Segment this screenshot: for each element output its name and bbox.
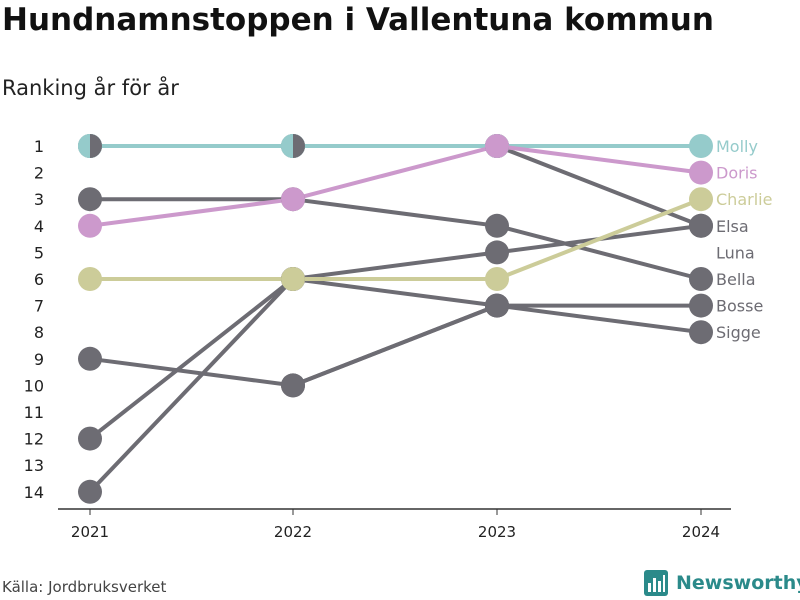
series-line-bella <box>88 197 703 281</box>
markers-layer <box>78 134 713 504</box>
series-end-label: Sigge <box>716 323 761 342</box>
series-line-elsa <box>88 223 703 441</box>
data-point-bosse <box>689 293 713 318</box>
data-point-unlabeled <box>689 213 713 238</box>
y-tick-label: 13 <box>24 456 44 475</box>
series-line-charlie <box>88 197 703 281</box>
labels-layer: Molly Doris Charlie Elsa Luna Bella Bosse Sigge <box>716 137 772 342</box>
lines-layer <box>88 144 703 494</box>
data-point-doris <box>689 160 713 185</box>
data-point-sigge <box>689 320 713 345</box>
y-tick-label: 7 <box>34 297 44 316</box>
y-tick-label: 11 <box>24 403 44 422</box>
data-point-elsa <box>78 426 102 451</box>
data-point-overlap-half <box>293 134 305 158</box>
y-tick-label: 2 <box>34 164 44 183</box>
data-point-bella <box>689 267 713 291</box>
data-point-charlie <box>78 267 102 291</box>
series-end-label: Bosse <box>716 297 763 316</box>
y-tick-label: 1 <box>34 137 44 156</box>
page-title: Hundnamnstoppen i Vallentuna kommun <box>2 2 714 38</box>
series-end-label: Luna <box>716 243 755 262</box>
y-tick-label: 4 <box>34 217 44 236</box>
x-tick-label: 2021 <box>71 523 109 541</box>
x-tick-label: 2022 <box>274 523 312 541</box>
brand-name: Newsworthy <box>676 572 800 594</box>
series-end-label: Doris <box>716 164 757 183</box>
data-point-sigge <box>78 346 102 371</box>
y-tick-label: 6 <box>34 270 44 289</box>
x-tick-label: 2023 <box>478 523 516 541</box>
data-point-charlie <box>689 187 713 212</box>
series-line-unlabeled <box>291 303 499 388</box>
data-point-unlabeled <box>485 293 509 318</box>
data-point-unlabeled <box>281 373 305 398</box>
data-point-bosse <box>78 479 102 504</box>
data-point-doris <box>78 213 102 238</box>
data-point-bella <box>78 187 102 212</box>
x-tick-label: 2024 <box>682 523 720 541</box>
y-tick-label: 9 <box>34 350 44 369</box>
series-line-bosse <box>88 277 703 494</box>
data-point-overlap-half <box>90 134 102 158</box>
y-tick-label: 3 <box>34 190 44 209</box>
source-note: Källa: Jordbruksverket <box>2 578 167 596</box>
y-tick-label: 14 <box>24 483 44 502</box>
y-tick-label: 5 <box>34 243 44 262</box>
data-point-charlie <box>281 267 305 291</box>
brand-logo[interactable]: Newsworthy <box>644 570 800 596</box>
series-end-label: Elsa <box>716 217 749 236</box>
series-end-label: Bella <box>716 270 756 289</box>
data-point-doris <box>485 134 509 158</box>
data-point-bella <box>485 213 509 238</box>
data-point-elsa <box>485 240 509 265</box>
series-end-label: Charlie <box>716 190 772 209</box>
y-tick-label: 8 <box>34 323 44 342</box>
y-tick-label: 12 <box>24 430 44 449</box>
series-end-label: Molly <box>716 137 758 156</box>
series-line-doris <box>88 144 703 228</box>
data-point-charlie <box>485 267 509 291</box>
data-point-molly <box>689 134 713 158</box>
bar-chart-logo-icon <box>644 570 668 596</box>
y-tick-label: 10 <box>24 376 44 395</box>
data-point-doris <box>281 187 305 212</box>
chart-subtitle: Ranking år för år <box>2 76 179 100</box>
